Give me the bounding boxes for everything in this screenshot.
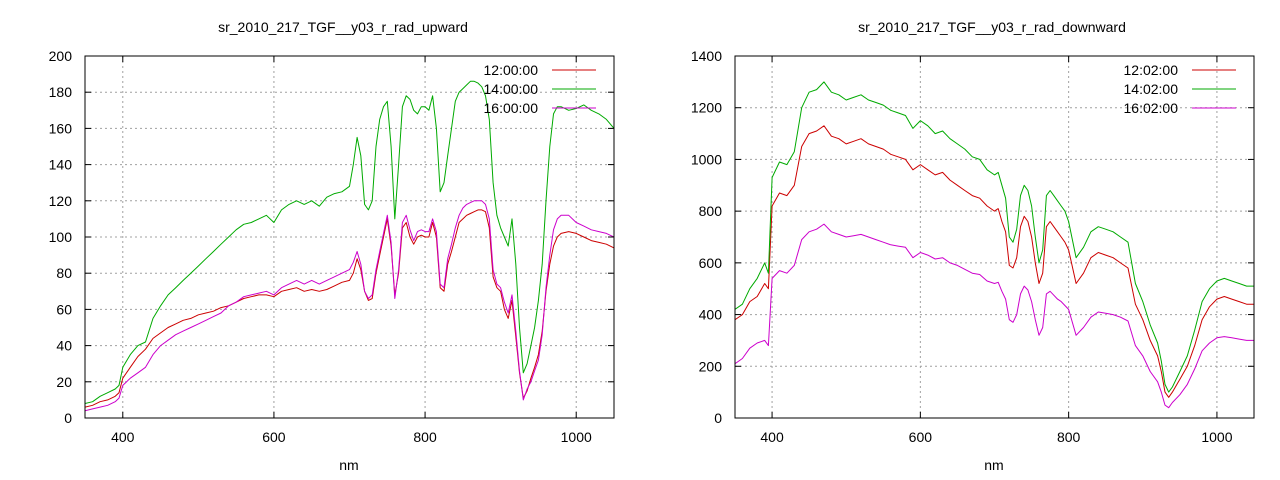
chart-title: sr_2010_217_TGF__y03_r_rad_upward <box>218 19 468 35</box>
x-tick-label: 1000 <box>1201 429 1232 445</box>
legend-entry-label: 14:02:00 <box>1124 81 1179 97</box>
x-tick-label: 400 <box>111 429 135 445</box>
x-axis-label: nm <box>339 457 358 473</box>
y-tick-label: 100 <box>49 229 73 245</box>
x-tick-label: 600 <box>909 429 933 445</box>
legend-entry-label: 14:00:00 <box>484 81 539 97</box>
y-tick-label: 140 <box>49 157 73 173</box>
y-tick-label: 40 <box>56 338 72 354</box>
plot-frame <box>734 55 1255 419</box>
legend-entry-label: 12:00:00 <box>484 62 539 78</box>
series-line-0 <box>735 125 1254 398</box>
y-tick-label: 200 <box>49 48 73 64</box>
series-line-1 <box>735 81 1254 393</box>
y-tick-label: 60 <box>56 301 72 317</box>
chart-upward: sr_2010_217_TGF__y03_r_rad_upward nm 400… <box>49 19 615 473</box>
y-tick-label: 200 <box>699 358 723 374</box>
y-tick-label: 160 <box>49 120 73 136</box>
y-tick-label: 600 <box>699 255 723 271</box>
y-tick-label: 1400 <box>691 48 722 64</box>
y-tick-label: 0 <box>714 410 722 426</box>
legend-entry-label: 16:02:00 <box>1124 100 1179 116</box>
chart-downward: sr_2010_217_TGF__y03_r_rad_downward nm 4… <box>691 19 1255 473</box>
legend-entry-label: 12:02:00 <box>1124 62 1179 78</box>
y-tick-label: 0 <box>64 410 72 426</box>
x-tick-label: 400 <box>760 429 784 445</box>
y-tick-label: 800 <box>699 203 723 219</box>
chart-title: sr_2010_217_TGF__y03_r_rad_downward <box>858 19 1126 35</box>
series-line-0 <box>85 209 614 408</box>
y-tick-label: 120 <box>49 193 73 209</box>
x-tick-label: 800 <box>1057 429 1081 445</box>
y-tick-label: 1000 <box>691 151 722 167</box>
series-line-1 <box>85 80 614 404</box>
y-tick-label: 1200 <box>691 100 722 116</box>
series-line-2 <box>85 200 614 412</box>
x-tick-label: 600 <box>262 429 286 445</box>
series-line-2 <box>735 223 1254 409</box>
y-tick-label: 80 <box>56 265 72 281</box>
x-tick-label: 800 <box>413 429 437 445</box>
y-tick-label: 180 <box>49 84 73 100</box>
legend-entry-label: 16:00:00 <box>484 100 539 116</box>
y-tick-label: 20 <box>56 374 72 390</box>
x-tick-label: 1000 <box>561 429 592 445</box>
x-axis-label: nm <box>984 457 1003 473</box>
y-tick-label: 400 <box>699 307 723 323</box>
